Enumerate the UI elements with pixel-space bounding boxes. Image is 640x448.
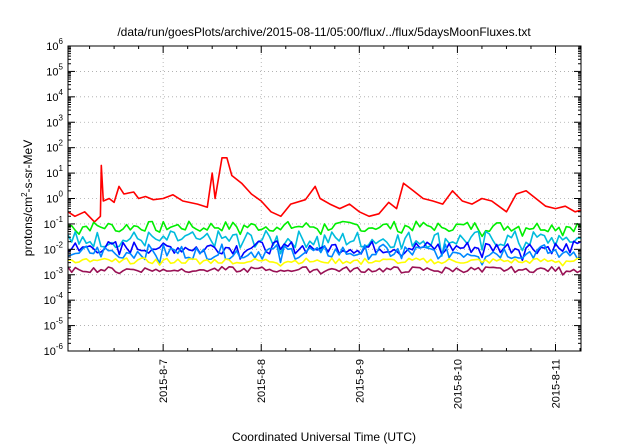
y-tick-label-exponent: 6 xyxy=(59,37,64,46)
y-tick-label-exponent: -3 xyxy=(56,266,64,275)
y-tick-label-base: 10 xyxy=(44,244,56,256)
y-axis-label-rest: -s-sr-MeV xyxy=(21,140,35,193)
y-tick-label: 10-5 xyxy=(44,317,64,333)
y-tick-label: 105 xyxy=(46,62,63,78)
y-tick-label-base: 10 xyxy=(46,66,58,78)
y-tick-label-exponent: 0 xyxy=(59,190,64,199)
series-line-1 xyxy=(67,157,582,223)
y-tick-label-base: 10 xyxy=(44,219,56,231)
y-tick-label: 100 xyxy=(46,190,63,206)
x-tick-label: 2015-8-11 xyxy=(550,359,562,408)
y-axis-label: protons/cm2-s-sr-MeV xyxy=(20,140,35,256)
y-tick-label: 10-1 xyxy=(44,215,64,231)
y-tick-label: 104 xyxy=(46,88,63,104)
y-tick-label: 102 xyxy=(46,139,63,155)
y-tick-label-exponent: -6 xyxy=(56,342,64,351)
series-line-3 xyxy=(67,229,582,257)
chart-title: /data/run/goesPlots/archive/2015-08-11/0… xyxy=(117,25,531,39)
y-tick-label: 10-2 xyxy=(44,240,64,256)
series-line-2 xyxy=(67,220,582,238)
x-tick-labels: 2015-8-7 2015-8-8 2015-8-9 2015-8-10 2015-8-… xyxy=(158,359,562,409)
y-tick-label-exponent: -2 xyxy=(56,240,64,249)
y-tick-label-base: 10 xyxy=(44,321,56,333)
y-tick-label-base: 10 xyxy=(46,168,58,180)
y-tick-label-exponent: -1 xyxy=(56,215,64,224)
y-tick-label: 10-6 xyxy=(44,342,64,358)
y-tick-label-exponent: 1 xyxy=(59,164,64,173)
y-tick-label-base: 10 xyxy=(46,41,58,53)
y-tick-label: 106 xyxy=(46,37,63,53)
series-layer xyxy=(67,157,582,276)
series-line-5 xyxy=(67,243,582,266)
y-tick-label-exponent: 3 xyxy=(59,113,64,122)
y-axis-label-sup: 2 xyxy=(20,192,29,197)
x-tick-label: 2015-8-10 xyxy=(452,359,464,409)
y-tick-label: 101 xyxy=(46,164,63,180)
series-line-7 xyxy=(67,265,582,276)
y-tick-label-base: 10 xyxy=(44,346,56,358)
x-tick-label: 2015-8-7 xyxy=(158,359,170,403)
y-tick-label: 10-4 xyxy=(44,291,64,307)
x-tick-label: 2015-8-8 xyxy=(256,359,268,403)
y-tick-label-base: 10 xyxy=(44,270,56,282)
y-tick-label-exponent: 5 xyxy=(59,62,64,71)
y-axis-label-base: protons/cm xyxy=(21,197,35,256)
grid-lines xyxy=(68,46,581,351)
y-tick-label-base: 10 xyxy=(46,117,58,129)
y-tick-label-base: 10 xyxy=(46,194,58,206)
y-tick-label-base: 10 xyxy=(46,92,58,104)
y-tick-label-exponent: 4 xyxy=(59,88,64,97)
y-tick-label-exponent: -5 xyxy=(56,317,64,326)
y-tick-labels: 10-610-510-410-310-210-11001011021031041… xyxy=(44,37,64,358)
x-axis-label: Coordinated Universal Time (UTC) xyxy=(232,430,416,444)
y-tick-label-exponent: -4 xyxy=(56,291,64,300)
series-line-6 xyxy=(67,257,582,267)
y-tick-label-base: 10 xyxy=(46,143,58,155)
x-tick-label: 2015-8-9 xyxy=(354,359,366,403)
y-tick-label-base: 10 xyxy=(44,295,56,307)
y-tick-label: 10-3 xyxy=(44,266,64,282)
y-tick-label: 103 xyxy=(46,113,63,129)
ticks xyxy=(68,45,581,352)
y-tick-label-exponent: 2 xyxy=(59,139,64,148)
